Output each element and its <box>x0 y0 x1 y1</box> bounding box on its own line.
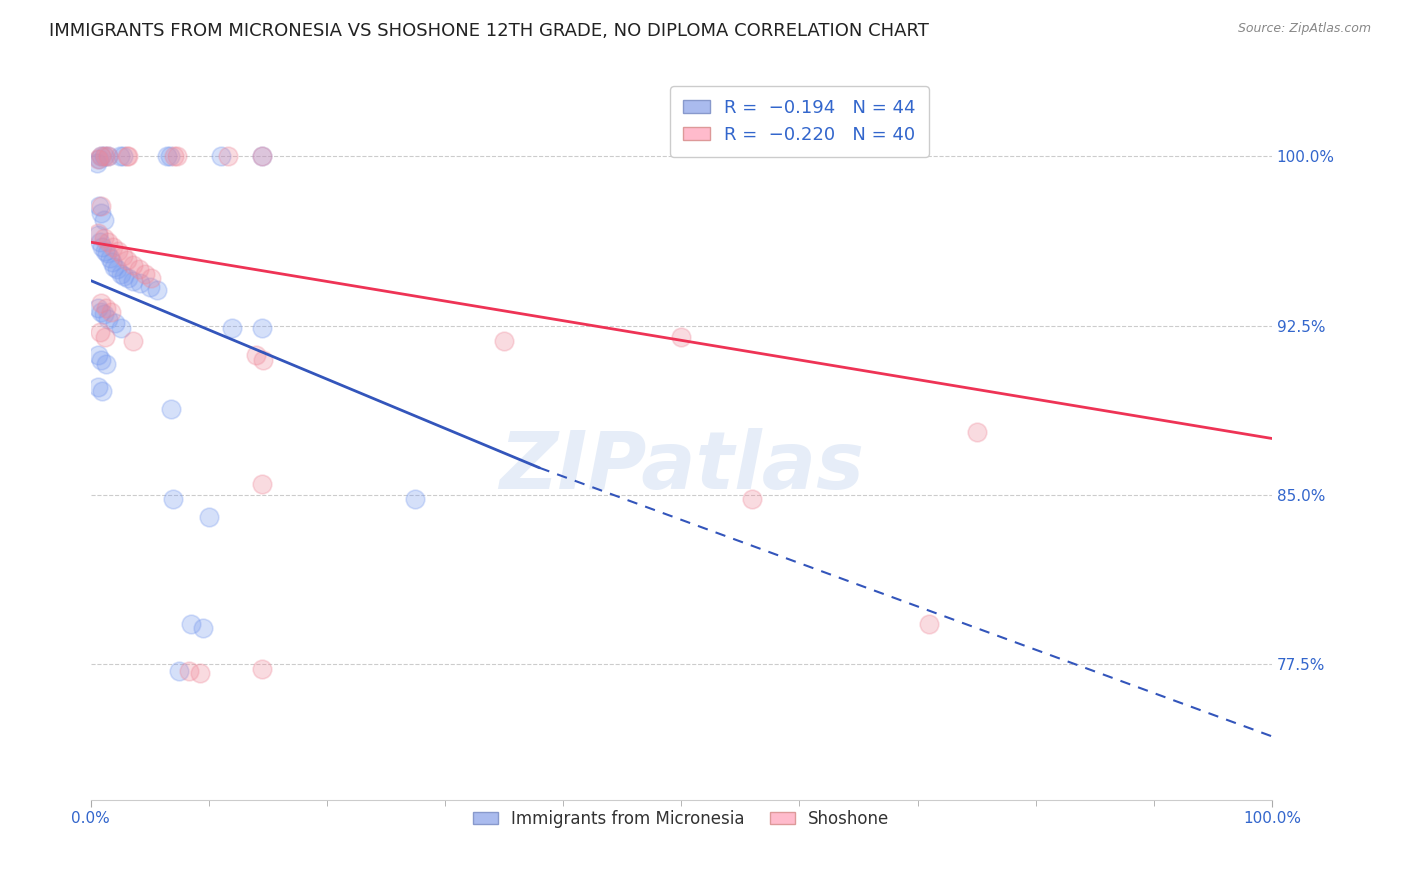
Point <box>221 321 243 335</box>
Point <box>96 246 118 260</box>
Point <box>91 384 114 398</box>
Point <box>90 296 112 310</box>
Point <box>86 156 108 170</box>
Point <box>162 492 184 507</box>
Point <box>250 662 273 676</box>
Text: IMMIGRANTS FROM MICRONESIA VS SHOSHONE 12TH GRADE, NO DIPLOMA CORRELATION CHART: IMMIGRANTS FROM MICRONESIA VS SHOSHONE 1… <box>49 22 929 40</box>
Point <box>87 152 110 166</box>
Point <box>145 283 167 297</box>
Point <box>197 510 219 524</box>
Point <box>190 666 212 681</box>
Point <box>122 258 145 272</box>
Point <box>90 206 112 220</box>
Point <box>93 212 115 227</box>
Point <box>107 244 129 259</box>
Point <box>86 228 108 243</box>
Point <box>97 149 120 163</box>
Point <box>86 301 108 315</box>
Point <box>93 307 115 321</box>
Point <box>117 271 139 285</box>
Point <box>108 149 131 163</box>
Point <box>94 330 117 344</box>
Text: Source: ZipAtlas.com: Source: ZipAtlas.com <box>1237 22 1371 36</box>
Point <box>163 149 186 163</box>
Point <box>918 616 941 631</box>
Point <box>86 348 108 362</box>
Point <box>180 616 202 631</box>
Point <box>90 352 112 367</box>
Point <box>250 321 273 335</box>
Point <box>159 149 181 163</box>
Point <box>91 240 114 254</box>
Point <box>94 149 117 163</box>
Point <box>129 276 152 290</box>
Point <box>111 249 134 263</box>
Point <box>404 492 426 507</box>
Point <box>94 244 117 259</box>
Point <box>250 149 273 163</box>
Point <box>245 348 267 362</box>
Point <box>134 267 156 281</box>
Point <box>86 379 108 393</box>
Point <box>94 301 117 315</box>
Point <box>166 149 188 163</box>
Point <box>966 425 988 439</box>
Point <box>100 305 122 319</box>
Point <box>86 226 108 240</box>
Point <box>101 255 124 269</box>
Point <box>86 152 108 166</box>
Point <box>139 271 162 285</box>
Point <box>250 476 273 491</box>
Point <box>494 334 516 349</box>
Point <box>97 311 120 326</box>
Point <box>105 262 128 277</box>
Point <box>110 321 132 335</box>
Point <box>90 149 112 163</box>
Point <box>115 149 138 163</box>
Point <box>191 621 214 635</box>
Point <box>167 664 190 678</box>
Point <box>156 149 179 163</box>
Point <box>97 235 120 249</box>
Point <box>97 149 120 163</box>
Point <box>160 402 183 417</box>
Point <box>101 240 124 254</box>
Point <box>98 251 121 265</box>
Point <box>117 149 139 163</box>
Point <box>90 199 112 213</box>
Point <box>89 326 111 340</box>
Point <box>103 260 125 274</box>
Point <box>111 149 134 163</box>
Point <box>87 199 110 213</box>
Point <box>104 317 127 331</box>
Point <box>217 149 239 163</box>
Point <box>741 492 763 507</box>
Text: ZIPatlas: ZIPatlas <box>499 428 863 507</box>
Point <box>90 305 112 319</box>
Point <box>122 273 145 287</box>
Point <box>177 664 200 678</box>
Point <box>93 230 115 244</box>
Point <box>122 334 145 349</box>
Legend: Immigrants from Micronesia, Shoshone: Immigrants from Micronesia, Shoshone <box>467 803 896 835</box>
Point <box>115 253 138 268</box>
Point <box>90 149 112 163</box>
Point <box>89 235 111 249</box>
Point <box>671 330 693 344</box>
Point <box>112 268 135 283</box>
Point <box>250 149 273 163</box>
Point <box>110 267 132 281</box>
Point <box>93 149 115 163</box>
Point <box>94 357 117 371</box>
Point <box>128 262 150 277</box>
Point <box>138 280 160 294</box>
Point <box>209 149 232 163</box>
Point <box>252 352 274 367</box>
